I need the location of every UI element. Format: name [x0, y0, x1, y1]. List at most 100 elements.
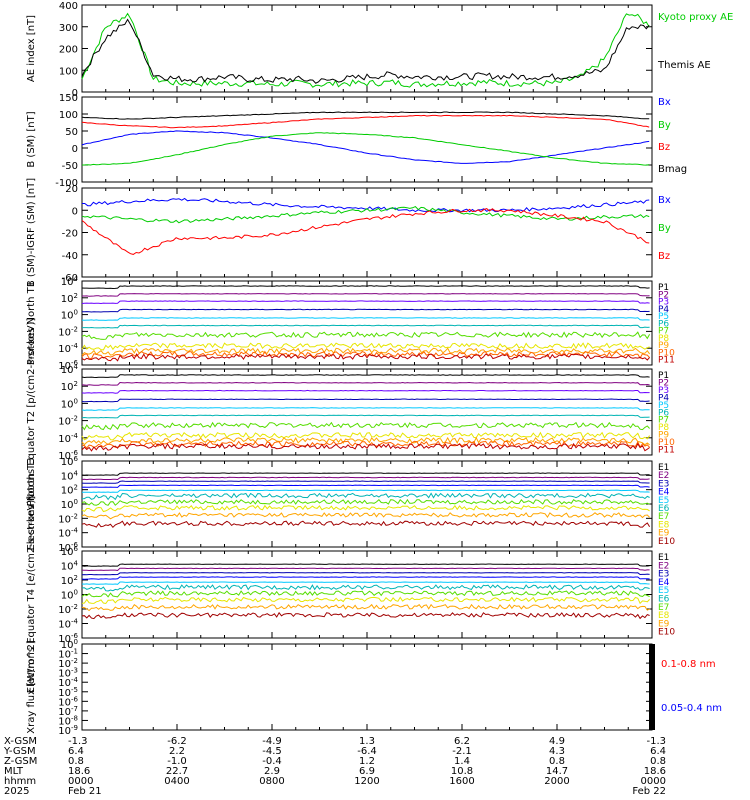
axis-ylabel: Xray flux [W/m^2] — [26, 640, 37, 734]
legend-label: P9 — [658, 431, 669, 441]
tick-label: -40 — [62, 251, 78, 262]
series-line-e5 — [82, 489, 650, 493]
legend-label: By — [658, 223, 671, 234]
tick-label: 100 — [61, 638, 78, 651]
legend-label: P8 — [658, 334, 669, 344]
series-line-p8 — [81, 342, 650, 351]
series-line-e9 — [81, 512, 650, 520]
tick-label: 10-6 — [58, 541, 78, 554]
tick-label: 10-2 — [58, 415, 78, 428]
legend-label: Themis AE — [657, 60, 711, 71]
tick-label: 300 — [59, 23, 78, 34]
legend-label: P10 — [658, 438, 675, 448]
ephemeris-value: 0.8 — [549, 756, 565, 767]
series-line-p3 — [81, 389, 650, 394]
legend-label: 0.05-0.4 nm — [661, 703, 722, 714]
legend-label: E7 — [658, 603, 669, 613]
axis-ylabel: AE index [nT] — [26, 15, 37, 82]
tick-label: 104 — [61, 363, 79, 376]
ephemeris-value: -1.3 — [646, 736, 666, 747]
legend-label: P3 — [658, 298, 669, 308]
tick-label: 10-2 — [58, 512, 78, 525]
series-line-kyoto-proxy-ae — [81, 12, 650, 88]
tick-label: 104 — [61, 469, 79, 482]
axis-ylabel: B (SM)-IGRF (SM) [nT] — [26, 178, 37, 287]
ephemeris-row-label: MLT — [4, 766, 24, 777]
ephemeris-value: 22.7 — [166, 766, 188, 777]
ephemeris-value: -4.5 — [262, 746, 282, 757]
tick-label: 10-6 — [58, 359, 78, 372]
series-line-bx — [82, 197, 650, 213]
series-line-bz — [81, 208, 650, 255]
tick-label: 102 — [61, 574, 78, 587]
series-line-e7 — [81, 498, 650, 506]
series-line-e5 — [81, 581, 650, 585]
legend-label: P7 — [658, 327, 669, 337]
ephemeris-value: 18.6 — [644, 766, 666, 777]
series-line-e6 — [81, 492, 650, 501]
tick-label: 10-6 — [58, 632, 78, 645]
tick-label: 100 — [59, 66, 78, 77]
series-line-e7 — [81, 590, 650, 598]
legend-label: P3 — [658, 386, 669, 396]
tick-label: 10-1 — [58, 648, 78, 661]
panel-frame — [81, 4, 653, 93]
tick-label: 106 — [61, 545, 79, 558]
axis-ylabel: Electrons Equator T4 [e/(cm2-s-sr-keV)] — [26, 496, 37, 693]
legend-label: By — [658, 120, 671, 131]
ephemeris-value: -4.9 — [262, 736, 282, 747]
series-line-p1 — [81, 285, 650, 290]
tick-label: 104 — [61, 560, 79, 573]
tick-label: 104 — [61, 275, 79, 288]
tick-label: 20 — [65, 184, 78, 195]
series-line-p4 — [81, 308, 650, 313]
tick-label: 10-4 — [58, 618, 78, 631]
series-line-p5 — [81, 407, 650, 411]
series-line-p5 — [81, 317, 650, 321]
ephemeris-value: 14.7 — [546, 766, 568, 777]
tick-label: 100 — [59, 110, 78, 121]
ephemeris-row-label: hhmm — [4, 776, 36, 787]
series-line-e10 — [81, 611, 650, 620]
tick-label: 0 — [72, 144, 78, 155]
tick-label: -100 — [55, 178, 78, 189]
tick-label: 0 — [72, 206, 78, 217]
tick-label: 10-4 — [58, 342, 78, 355]
axis-ylabel: B (SM) [nT] — [26, 111, 37, 167]
legend-label: E2 — [658, 471, 669, 481]
tick-label: 10-5 — [58, 686, 78, 699]
ephemeris-value: 6.4 — [650, 746, 666, 757]
series-line-p10 — [81, 440, 650, 449]
ephemeris-value: -0.4 — [262, 756, 282, 767]
ephemeris-value: -1.3 — [68, 736, 88, 747]
ephemeris-value: 0000 — [641, 776, 666, 787]
series-line-bz — [81, 114, 650, 129]
series-line-by — [81, 206, 650, 224]
legend-label: Bx — [658, 195, 671, 206]
series-line-e4 — [81, 576, 650, 580]
tick-label: 100 — [61, 498, 78, 511]
legend-label: P6 — [658, 408, 669, 418]
ephemeris-value: 6.2 — [454, 736, 470, 747]
series-line-by — [81, 132, 650, 166]
tick-label: 10-3 — [58, 667, 78, 680]
series-line-e3 — [81, 480, 650, 484]
tick-label: 400 — [59, 1, 78, 12]
series-line-p9 — [81, 347, 651, 356]
ephemeris-value: 0400 — [164, 776, 189, 787]
series-line-e6 — [81, 584, 650, 592]
legend-label: E1 — [658, 553, 669, 563]
series-line-p11 — [81, 353, 650, 362]
series-line-e3 — [81, 571, 650, 576]
legend-label: E4 — [658, 578, 670, 588]
series-line-p4 — [81, 398, 650, 403]
legend-label: E5 — [658, 496, 669, 506]
legend-label: P4 — [658, 393, 669, 403]
legend-label: E6 — [658, 595, 670, 605]
series-line-e8 — [81, 504, 650, 513]
tick-label: 10-4 — [58, 676, 78, 689]
series-line-bmag — [81, 111, 650, 120]
tick-label: 102 — [61, 380, 78, 393]
